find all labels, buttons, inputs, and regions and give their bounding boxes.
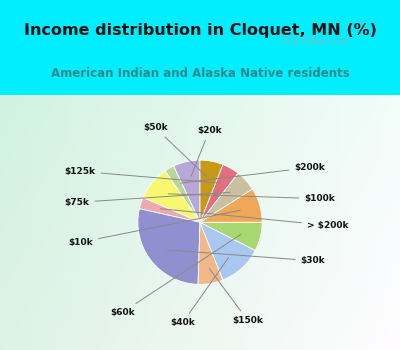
Text: > $200k: > $200k — [160, 209, 348, 230]
Text: $60k: $60k — [110, 234, 241, 317]
Text: $100k: $100k — [168, 194, 335, 203]
Text: $150k: $150k — [209, 268, 263, 325]
Wedge shape — [200, 222, 255, 280]
Wedge shape — [200, 160, 223, 222]
Wedge shape — [143, 171, 200, 222]
Text: $200k: $200k — [180, 163, 325, 183]
Text: $50k: $50k — [143, 123, 206, 176]
Wedge shape — [198, 222, 223, 284]
Text: $40k: $40k — [170, 258, 228, 327]
Text: $30k: $30k — [168, 250, 325, 265]
Text: Income distribution in Cloquet, MN (%): Income distribution in Cloquet, MN (%) — [24, 23, 376, 38]
Text: American Indian and Alaska Native residents: American Indian and Alaska Native reside… — [51, 67, 349, 80]
Wedge shape — [200, 173, 252, 222]
Text: $20k: $20k — [191, 126, 222, 176]
Wedge shape — [138, 209, 200, 284]
Wedge shape — [200, 164, 238, 222]
Text: City-Data.com: City-Data.com — [281, 36, 350, 46]
Wedge shape — [139, 198, 200, 222]
Text: $75k: $75k — [64, 193, 230, 207]
Wedge shape — [200, 189, 262, 222]
Text: $125k: $125k — [65, 167, 219, 183]
Wedge shape — [165, 166, 200, 222]
Text: $10k: $10k — [68, 210, 240, 247]
Wedge shape — [200, 222, 262, 251]
Wedge shape — [174, 160, 200, 222]
